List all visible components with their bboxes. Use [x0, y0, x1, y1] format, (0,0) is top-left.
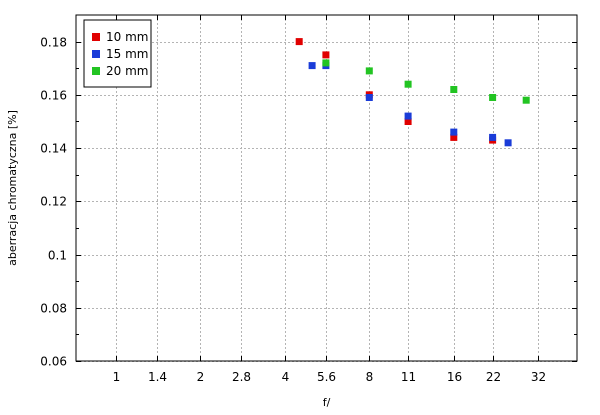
legend-swatch [92, 67, 100, 75]
data-point [308, 62, 316, 70]
data-point [404, 118, 412, 125]
data-point [365, 67, 373, 75]
y-tick-label: 0.12 [40, 195, 67, 209]
data-point [322, 59, 330, 67]
data-point [450, 128, 458, 136]
data-point [295, 38, 303, 46]
y-tick-label: 0.1 [48, 249, 67, 263]
data-point [365, 94, 373, 101]
legend-label: 15 mm [106, 47, 148, 61]
x-tick-label: 11 [401, 370, 416, 384]
data-point [404, 112, 412, 120]
x-tick-label: 22 [486, 370, 501, 384]
x-tick-label: 1.4 [148, 370, 167, 384]
y-axis: 0.06 0.08 0.1 0.12 0.14 0.16 0.18 [40, 36, 577, 369]
x-axis-title: f/ [323, 396, 331, 409]
legend-swatch [92, 33, 100, 41]
data-point [450, 133, 458, 141]
data-point [322, 51, 330, 59]
grid-layer [76, 15, 577, 362]
data-points [295, 38, 530, 147]
y-axis-title: aberracja chromatyczna [%] [6, 110, 19, 266]
x-tick-label: 16 [447, 370, 462, 384]
legend-label: 20 mm [106, 64, 148, 78]
data-point [522, 96, 530, 104]
data-point [489, 133, 497, 141]
data-point [404, 80, 412, 88]
data-point [504, 139, 512, 147]
x-tick-label: 2.8 [232, 370, 251, 384]
x-tick-label: 4 [282, 370, 290, 384]
y-tick-label: 0.08 [40, 302, 67, 316]
y-tick-label: 0.16 [40, 89, 67, 103]
x-tick-label: 5.6 [317, 370, 336, 384]
legend-swatch [92, 50, 100, 58]
x-axis: 1 1.4 2 2.8 4 5.6 8 11 16 22 32 [113, 15, 546, 384]
y-tick-label: 0.14 [40, 142, 67, 156]
x-tick-label: 2 [197, 370, 205, 384]
x-tick-label: 32 [531, 370, 546, 384]
legend-items: 10 mm 15 mm 20 mm [92, 30, 148, 78]
legend-label: 10 mm [106, 30, 148, 44]
x-tick-label: 1 [113, 370, 121, 384]
data-point [489, 94, 497, 101]
y-tick-label: 0.06 [40, 355, 67, 369]
data-point [450, 86, 458, 93]
legend: 10 mm 15 mm 20 mm [83, 19, 152, 88]
x-tick-label: 8 [366, 370, 374, 384]
plot-frame [75, 14, 578, 362]
y-tick-label: 0.18 [40, 36, 67, 50]
